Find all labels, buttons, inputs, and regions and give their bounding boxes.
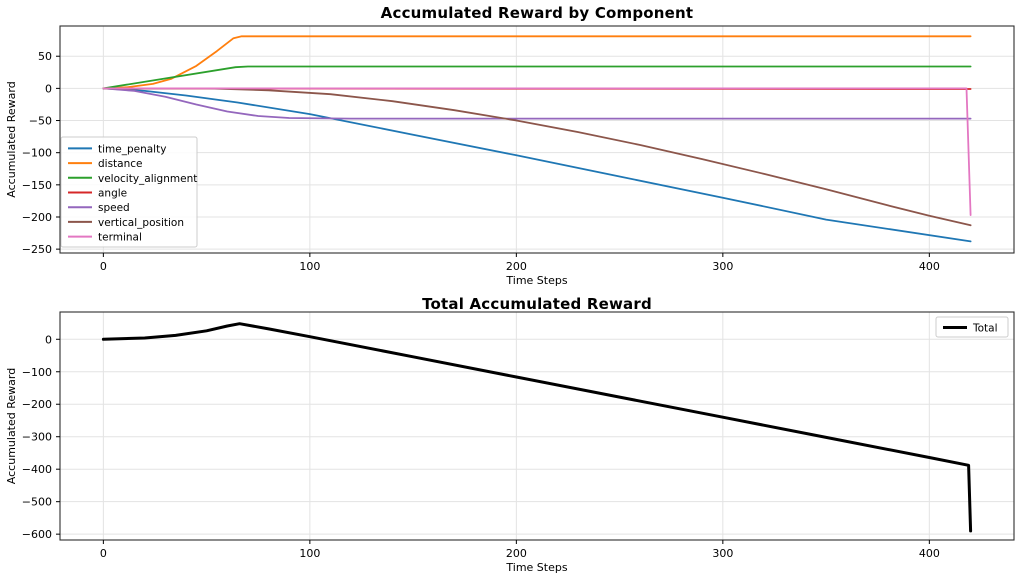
series-line-time_penalty xyxy=(102,87,972,243)
series-line-speed xyxy=(102,87,972,120)
svg-text:−500: −500 xyxy=(22,496,52,509)
svg-text:−300: −300 xyxy=(22,431,52,444)
svg-text:100: 100 xyxy=(299,260,320,273)
component-reward-chart: Accumulated Reward by Component 0 100 200 3… xyxy=(5,4,1015,287)
svg-text:−600: −600 xyxy=(22,528,52,541)
component-reward-plot: 0 100 200 300 400500−50−100−150−200−250Time … xyxy=(5,25,1015,287)
legend-label-Total: Total xyxy=(972,323,998,335)
svg-text:400: 400 xyxy=(919,260,940,273)
legend-label-angle: angle xyxy=(98,188,127,200)
axes-frame xyxy=(59,25,1015,254)
legend-box xyxy=(935,316,1009,338)
svg-text:0: 0 xyxy=(45,333,52,346)
legend-label-time_penalty: time_penalty xyxy=(98,143,166,155)
svg-text:−100: −100 xyxy=(22,366,52,379)
gridlines xyxy=(60,312,1014,540)
svg-text:100: 100 xyxy=(299,547,320,560)
x-axis-label: Time Steps xyxy=(505,274,567,287)
series-lines xyxy=(102,35,972,243)
series-line-Total xyxy=(101,322,973,533)
legend-label-distance: distance xyxy=(98,158,143,170)
y-axis-label: Accumulated Reward xyxy=(5,368,18,484)
series-line-terminal xyxy=(102,87,972,217)
svg-text:0: 0 xyxy=(100,547,107,560)
total-chart-title: Total Accumulated Reward xyxy=(422,295,652,313)
svg-text:400: 400 xyxy=(919,547,940,560)
series-line-distance xyxy=(102,35,972,90)
svg-text:200: 200 xyxy=(506,260,527,273)
svg-text:300: 300 xyxy=(712,260,733,273)
legend-box xyxy=(60,136,198,248)
svg-text:−150: −150 xyxy=(22,179,52,192)
svg-text:−200: −200 xyxy=(22,398,52,411)
svg-text:0: 0 xyxy=(100,260,107,273)
svg-text:0: 0 xyxy=(45,82,52,95)
legend-label-speed: speed xyxy=(98,202,130,214)
legend-label-vertical_position: vertical_position xyxy=(98,217,184,229)
svg-text:−250: −250 xyxy=(22,243,52,256)
x-axis-label: Time Steps xyxy=(505,561,567,574)
svg-text:−100: −100 xyxy=(22,147,52,160)
svg-text:50: 50 xyxy=(38,50,52,63)
svg-text:200: 200 xyxy=(506,547,527,560)
svg-text:−200: −200 xyxy=(22,211,52,224)
series-lines xyxy=(101,322,973,533)
component-chart-title: Accumulated Reward by Component xyxy=(380,4,694,22)
axes-frame xyxy=(59,311,1015,541)
svg-text:300: 300 xyxy=(712,547,733,560)
total-reward-chart: Total Accumulated Reward 0 100 200 300 400 0 −… xyxy=(0,291,1024,582)
y-axis-label: Accumulated Reward xyxy=(5,81,18,197)
tick-labels: 0 100 200 300 400 0 −100 −200 −300 −400 −500 −600 xyxy=(22,333,940,560)
total-reward-plot: 0 100 200 300 400 0 −100 −200 −300 −400 −500 −600 Ti… xyxy=(5,311,1015,574)
series-line-velocity_alignment xyxy=(102,65,972,90)
legend-label-terminal: terminal xyxy=(98,232,142,244)
legend: time_penalty distance velocity_alignmentan… xyxy=(60,136,198,248)
legend-label-velocity_alignment: velocity_alignment xyxy=(98,173,197,185)
series-line-vertical_position xyxy=(102,87,972,227)
legend: Total xyxy=(935,316,1009,338)
svg-text:−400: −400 xyxy=(22,463,52,476)
svg-text:−50: −50 xyxy=(29,115,52,128)
